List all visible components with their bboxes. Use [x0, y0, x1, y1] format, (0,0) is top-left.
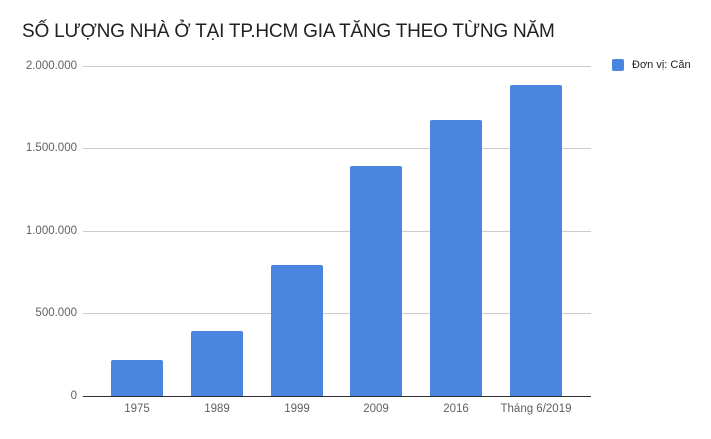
- x-tick-label: 1975: [124, 403, 150, 415]
- legend-swatch: [612, 59, 624, 71]
- y-tick-label: 0: [70, 390, 77, 402]
- x-tick-label: 2016: [443, 403, 469, 415]
- gridline: [83, 66, 591, 67]
- x-tick-label: 1989: [204, 403, 230, 415]
- chart-title: SỐ LƯỢNG NHÀ Ở TẠI TP.HCM GIA TĂNG THEO …: [22, 21, 555, 42]
- bar-1975: [111, 359, 163, 396]
- y-tick-label: 1.500.000: [25, 142, 77, 154]
- bar-1989: [191, 330, 243, 396]
- bar-1999: [271, 264, 323, 396]
- legend-label: Đơn vị: Căn: [632, 59, 691, 71]
- y-tick-label: 1.000.000: [25, 225, 77, 237]
- x-tick-label: 1999: [284, 403, 310, 415]
- bar-2016: [430, 119, 482, 396]
- legend: Đơn vị: Căn: [612, 59, 691, 71]
- bar-th-ng-6-2019: [510, 84, 562, 396]
- y-tick-label: 500.000: [35, 307, 77, 319]
- gridline: [83, 231, 591, 232]
- y-tick-label: 2.000.000: [25, 60, 77, 72]
- bar-2009: [350, 165, 402, 396]
- x-tick-label: Tháng 6/2019: [500, 403, 572, 415]
- x-tick-label: 2009: [363, 403, 389, 415]
- x-axis-line: [83, 396, 591, 397]
- gridline: [83, 148, 591, 149]
- gridline: [83, 313, 591, 314]
